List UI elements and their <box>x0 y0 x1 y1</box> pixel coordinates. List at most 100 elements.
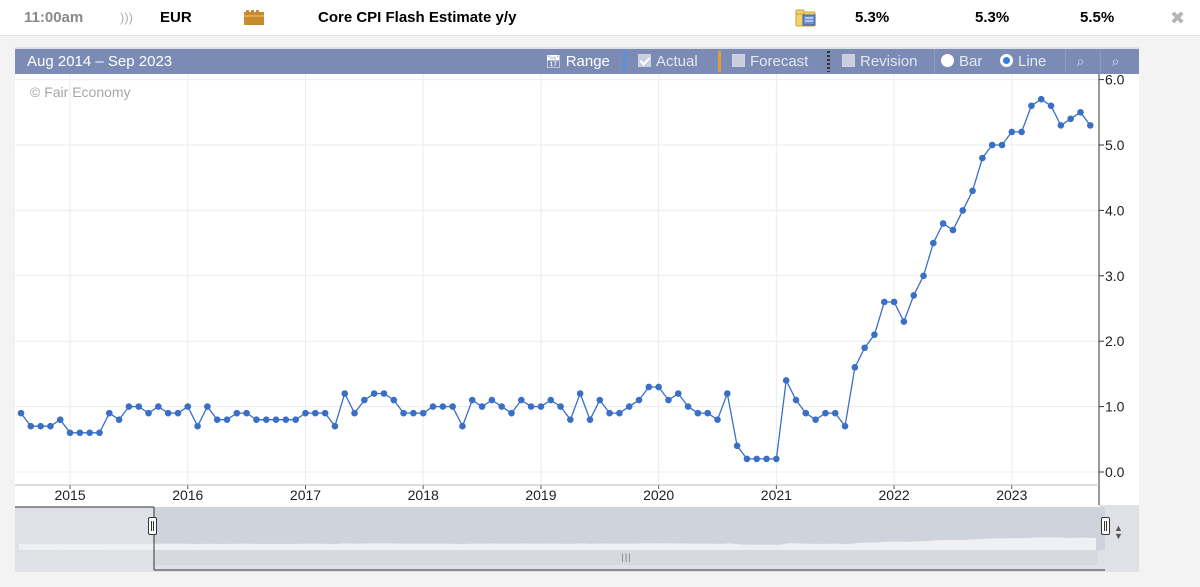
event-forecast-value: 5.3% <box>975 9 1010 26</box>
data-point <box>135 403 143 410</box>
zoom-in-icon[interactable]: ⌕ <box>1065 50 1095 73</box>
x-tick-label: 2017 <box>290 487 321 503</box>
revision-label: Revision <box>860 53 918 70</box>
data-point <box>47 422 54 430</box>
bar-radio[interactable] <box>941 54 954 67</box>
detail-folder-icon[interactable] <box>795 8 817 27</box>
range-button[interactable]: 📅︎ Range <box>545 49 610 74</box>
series-polyline <box>20 98 1091 460</box>
line-label: Line <box>1018 53 1047 70</box>
data-point <box>243 409 250 417</box>
data-point <box>969 187 976 195</box>
y-tick-label: 3.0 <box>1105 268 1125 284</box>
data-point <box>684 403 692 410</box>
sound-alert-icon[interactable]: ))) <box>120 10 133 25</box>
data-point <box>223 416 231 423</box>
event-title[interactable]: Core CPI Flash Estimate y/y <box>318 9 517 26</box>
data-point <box>1047 102 1055 110</box>
plot-area <box>15 74 1099 485</box>
x-tick-labels: 2015 2016 2017 2018 2019 2020 2021 2022 2023 <box>54 487 1027 503</box>
data-point <box>1086 122 1094 129</box>
data-point <box>321 409 329 417</box>
data-point <box>145 409 152 417</box>
y-tick-label: 0.0 <box>1105 464 1125 480</box>
data-point <box>518 396 525 404</box>
data-point <box>998 141 1006 149</box>
forecast-checkbox[interactable] <box>732 54 745 67</box>
data-point <box>606 409 613 417</box>
revision-toggle[interactable]: Revision <box>842 49 918 74</box>
data-point <box>871 331 878 338</box>
y-tick-label: 2.0 <box>1105 333 1125 349</box>
data-point <box>576 390 584 397</box>
data-point <box>547 396 555 404</box>
data-point <box>802 409 810 417</box>
line-radio[interactable] <box>1000 54 1013 67</box>
y-tick-labels: 0.0 1.0 2.0 3.0 4.0 5.0 6.0 <box>1105 72 1125 480</box>
data-point <box>96 429 103 437</box>
data-point <box>498 403 505 410</box>
data-point <box>674 390 682 397</box>
data-point <box>645 383 653 391</box>
data-point <box>282 416 290 423</box>
actual-checkbox[interactable] <box>638 54 651 67</box>
data-point <box>27 422 35 430</box>
line-mode-option[interactable]: Line <box>1000 49 1046 74</box>
forecast-toggle[interactable]: Forecast <box>732 49 808 74</box>
data-point <box>508 409 515 417</box>
data-point <box>939 220 947 227</box>
data-point <box>910 292 918 299</box>
data-point <box>1067 115 1074 123</box>
x-axis-area <box>15 485 1099 507</box>
data-point <box>1008 128 1016 136</box>
navigator-right-handle[interactable] <box>1101 517 1110 535</box>
bar-mode-option[interactable]: Bar <box>934 49 982 74</box>
event-actual-value: 5.3% <box>855 9 890 26</box>
data-point <box>164 409 172 417</box>
data-point <box>56 416 64 423</box>
data-point <box>733 442 741 450</box>
data-point <box>792 396 800 404</box>
navigator-arrows-icon[interactable]: ▲ ▼ <box>1114 523 1123 541</box>
data-point <box>213 416 221 423</box>
data-point <box>527 403 535 410</box>
navigator-scrollbar[interactable]: ||| <box>155 550 1098 565</box>
event-row[interactable]: 11:00am ))) EUR Core CPI Flash Estimate … <box>0 0 1200 36</box>
actual-toggle[interactable]: Actual <box>638 49 698 74</box>
revision-checkbox[interactable] <box>842 54 855 67</box>
navigator-area <box>19 537 1096 550</box>
data-point <box>37 422 44 430</box>
data-point <box>567 416 574 423</box>
folder-impact-icon <box>244 10 264 25</box>
grid-lines <box>15 74 1104 505</box>
data-point <box>468 396 476 404</box>
data-point <box>988 141 996 149</box>
actual-marker <box>623 51 626 72</box>
data-point <box>380 390 388 397</box>
data-point <box>331 422 339 430</box>
data-point <box>272 416 280 423</box>
data-point <box>184 403 192 410</box>
data-point <box>253 416 260 423</box>
data-point <box>724 390 731 397</box>
x-tick-label: 2018 <box>408 487 439 503</box>
x-tick-label: 2021 <box>761 487 792 503</box>
revision-marker <box>827 51 830 72</box>
data-point <box>1018 128 1025 136</box>
close-icon[interactable]: ✖ <box>1170 8 1186 28</box>
data-point <box>831 409 839 417</box>
data-point <box>76 429 84 437</box>
data-point <box>880 298 888 306</box>
y-tick-label: 6.0 <box>1105 72 1125 88</box>
data-point <box>449 403 456 410</box>
data-point <box>488 396 496 404</box>
data-point <box>302 409 309 417</box>
data-point <box>262 416 270 423</box>
data-point <box>920 272 927 280</box>
zoom-out-icon[interactable]: ⌕ <box>1100 50 1130 73</box>
data-point <box>763 455 770 463</box>
navigator-left-handle[interactable] <box>148 517 157 535</box>
data-point <box>439 403 447 410</box>
